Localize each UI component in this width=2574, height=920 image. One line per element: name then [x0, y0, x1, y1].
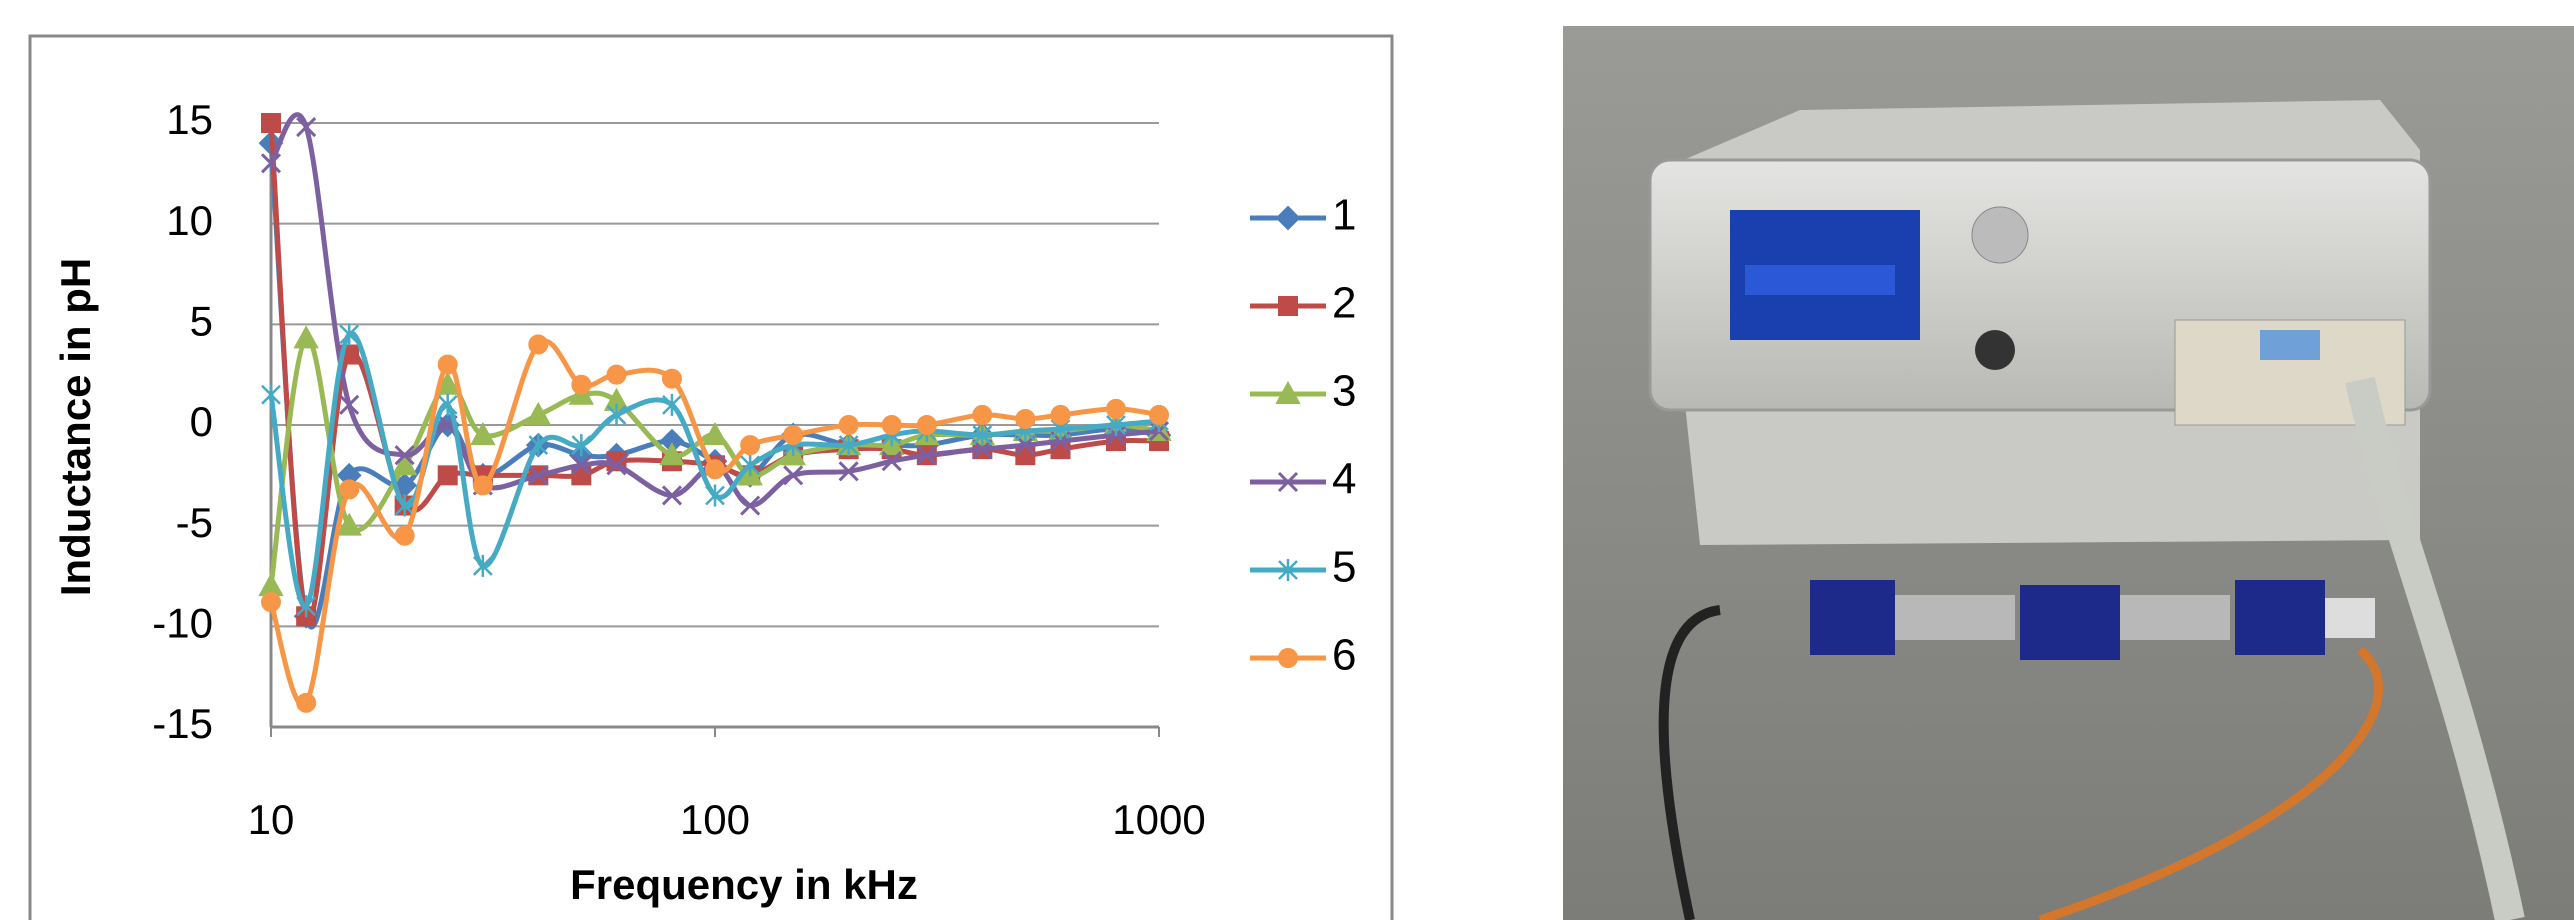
y-tick-label: -15 [152, 700, 213, 747]
legend-label: 3 [1332, 367, 1356, 416]
marker [972, 424, 993, 447]
marker [740, 435, 761, 456]
x-axis-title: Frequency in kHz [570, 861, 918, 908]
series-line [268, 112, 1160, 509]
marker [606, 403, 627, 426]
marker [705, 459, 725, 480]
y-tick-label: -5 [176, 499, 213, 546]
y-axis-title: Inductance in pH [52, 258, 99, 596]
marker [394, 525, 415, 546]
marker [662, 393, 682, 416]
legend-label: 6 [1332, 631, 1356, 680]
marker [472, 554, 493, 577]
marker [336, 512, 362, 536]
marker [1015, 435, 1036, 456]
marker [881, 451, 902, 472]
marker [525, 401, 552, 425]
marker [1278, 648, 1298, 668]
legend-label: 4 [1332, 455, 1356, 504]
photo [1563, 26, 2574, 920]
marker [702, 421, 728, 446]
marker [1278, 559, 1298, 581]
marker [881, 415, 902, 435]
marker [296, 116, 317, 138]
y-tick-label: 5 [190, 297, 213, 344]
y-tick-label: 10 [166, 197, 213, 244]
marker [606, 455, 627, 476]
marker [1278, 296, 1298, 316]
marker [783, 465, 804, 486]
marker [1277, 471, 1299, 493]
marker [1015, 445, 1036, 466]
legend-label: 2 [1332, 279, 1356, 328]
marker [261, 113, 281, 133]
marker [260, 153, 282, 174]
marker [1149, 404, 1169, 425]
marker [705, 484, 725, 507]
marker [916, 445, 937, 466]
x-tick-label: 1000 [1112, 796, 1205, 843]
marker [437, 465, 458, 486]
marker [740, 454, 761, 477]
marker [528, 434, 549, 457]
marker [972, 404, 993, 425]
marker [783, 425, 804, 446]
marker [606, 364, 627, 385]
marker [339, 479, 360, 500]
marker [293, 325, 319, 349]
y-tick-label: -10 [152, 599, 213, 646]
marker [571, 374, 592, 395]
marker [916, 415, 937, 435]
marker [661, 368, 682, 389]
marker [261, 592, 281, 613]
marker [838, 415, 859, 435]
marker [394, 494, 415, 517]
marker [659, 442, 685, 466]
marker [571, 455, 592, 476]
marker [296, 595, 317, 618]
marker [528, 334, 549, 355]
marker [472, 475, 493, 496]
marker [1275, 205, 1301, 231]
marker [394, 445, 415, 466]
marker [1015, 408, 1036, 429]
marker [571, 465, 592, 486]
marker [571, 434, 592, 457]
marker [1105, 398, 1126, 419]
marker [470, 421, 496, 446]
x-tick-label: 10 [248, 796, 295, 843]
marker [437, 354, 458, 375]
y-tick-label: 0 [190, 398, 213, 445]
marker [1275, 380, 1301, 404]
marker [296, 692, 317, 713]
marker [528, 465, 549, 486]
marker [437, 393, 458, 416]
marker [838, 434, 859, 457]
marker [261, 383, 281, 406]
x-tick-label: 100 [680, 796, 750, 843]
legend-label: 1 [1332, 191, 1356, 240]
marker [972, 439, 993, 460]
marker [339, 394, 360, 415]
marker [391, 452, 418, 476]
marker [740, 495, 761, 516]
y-tick-label: 15 [166, 96, 213, 143]
marker [1050, 404, 1071, 425]
marker [661, 485, 683, 506]
marker [838, 461, 859, 482]
marker [339, 323, 360, 346]
legend-label: 5 [1332, 543, 1356, 592]
